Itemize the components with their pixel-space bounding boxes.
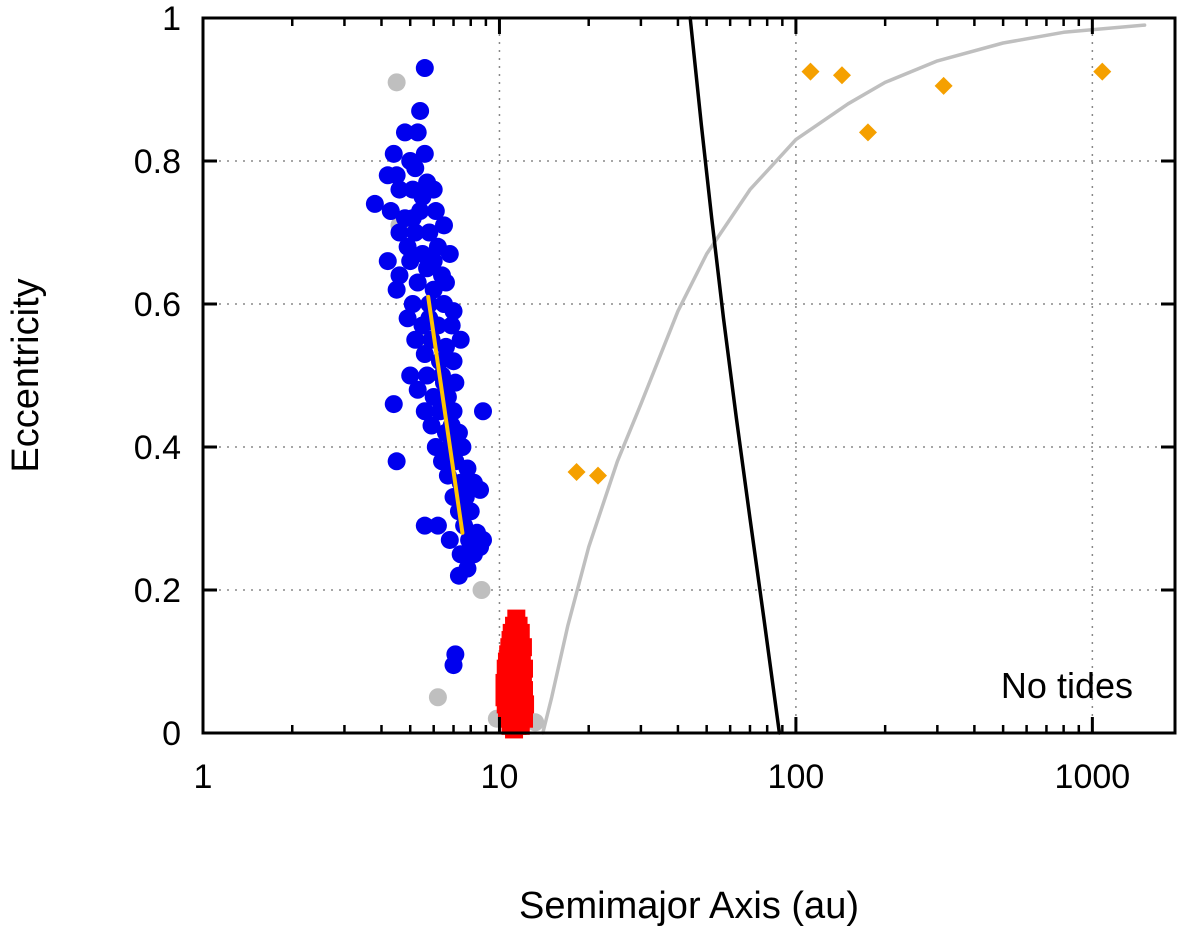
blue-point (406, 330, 425, 349)
y-tick-label: 0 (162, 715, 181, 753)
blue-point (378, 166, 397, 185)
orange-point (567, 463, 586, 482)
orange-point (1093, 62, 1112, 81)
blue-point (451, 330, 470, 349)
x-tick-label: 10 (481, 758, 519, 796)
blue-point (444, 352, 463, 371)
blue-point (415, 144, 434, 163)
red-point (511, 716, 530, 735)
orange-point (858, 123, 877, 142)
blue-point (408, 380, 427, 399)
x-tick-label: 1 (194, 758, 213, 796)
blue-point (398, 309, 417, 328)
blue-point (422, 416, 441, 435)
blue-point (378, 252, 397, 271)
blue-point (384, 144, 403, 163)
blue-point (415, 345, 434, 364)
blue-point (442, 316, 461, 335)
grey-point (472, 581, 491, 599)
blue-point (473, 402, 492, 421)
blue-point (432, 452, 451, 471)
blue-point (458, 459, 477, 478)
blue-point (426, 438, 445, 456)
axis-ticks: 0 0.2 0.4 0.6 0.8 1 1 10 100 1000 (134, 0, 1175, 796)
plot-frame (201, 16, 1177, 735)
blue-point (381, 202, 400, 221)
blue-point (471, 480, 490, 499)
blue-point (471, 538, 490, 557)
blue-point (440, 530, 459, 549)
blue-point (395, 123, 414, 142)
orange-point (589, 466, 608, 485)
blue-point (387, 280, 406, 299)
blue-point (415, 402, 434, 421)
orange-point (832, 66, 851, 85)
grey-point (387, 73, 406, 92)
black-curve (688, 16, 782, 735)
blue-point (411, 101, 430, 120)
blue-point (403, 209, 422, 228)
blue-point (390, 180, 409, 199)
blue-point (424, 180, 443, 199)
grid-lines (203, 18, 1175, 733)
blue-point (451, 545, 470, 564)
blue-point (434, 373, 453, 392)
blue-point (428, 516, 447, 535)
blue-point (424, 387, 443, 406)
annotation-no-tides: No tides (1001, 665, 1133, 706)
grey-point (428, 688, 447, 707)
orange-point (801, 62, 820, 81)
series-layer (365, 16, 1147, 739)
y-tick-label: 0.6 (134, 286, 181, 324)
blue-point (390, 223, 409, 242)
x-tick-label: 1000 (1055, 758, 1131, 796)
orange-point (934, 76, 953, 95)
blue-point (444, 656, 463, 675)
blue-point (387, 452, 406, 471)
blue-point (440, 244, 459, 263)
yellow-line (426, 294, 465, 535)
blue-point (444, 302, 463, 321)
blue-point (406, 223, 425, 242)
blue-point (456, 488, 475, 507)
x-axis-title: Semimajor Axis (au) (519, 885, 859, 927)
blue-point (449, 566, 468, 585)
blue-point (420, 223, 439, 242)
blue-point (453, 438, 472, 456)
blue-point (434, 216, 453, 235)
blue-point (415, 59, 434, 78)
y-tick-label: 0.4 (134, 429, 181, 467)
blue-point (390, 266, 409, 285)
blue-point (436, 337, 455, 356)
y-tick-label: 0.2 (134, 572, 181, 610)
blue-point (415, 516, 434, 535)
x-tick-label: 100 (768, 758, 825, 796)
blue-point (408, 123, 427, 142)
blue-point (384, 395, 403, 414)
blue-point (403, 295, 422, 313)
y-tick-label: 0.8 (134, 143, 181, 181)
blue-point (436, 273, 455, 292)
blue-point (401, 366, 420, 385)
blue-point (424, 252, 443, 271)
blue-point (408, 273, 427, 292)
blue-point (365, 194, 384, 213)
blue-point (401, 252, 420, 271)
blue-point (398, 237, 417, 256)
blue-point (426, 202, 445, 221)
y-tick-label: 1 (162, 0, 181, 38)
blue-point (406, 159, 425, 178)
blue-point (418, 366, 437, 385)
grey-curve (541, 23, 1147, 735)
y-axis-title: Eccentricity (5, 278, 47, 472)
blue-point (444, 402, 463, 421)
